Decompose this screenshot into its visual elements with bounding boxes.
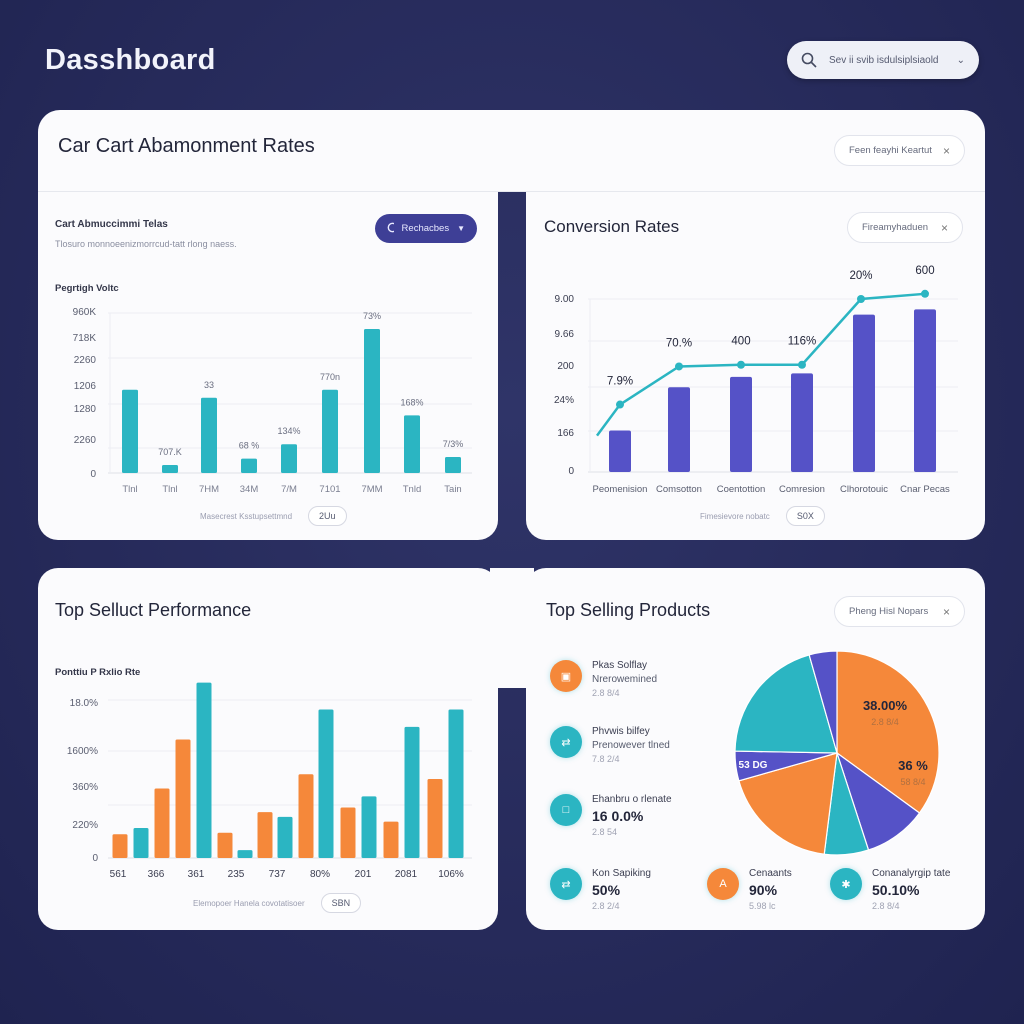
search-dropdown[interactable]: Sev ii svib isdulsiplsiaold ⌄ xyxy=(787,41,979,79)
legend-value: 50% xyxy=(592,882,621,898)
panel-footer: Fimesievore nobatc S0X xyxy=(700,506,825,526)
conversion-panel xyxy=(526,192,985,540)
footer-pill[interactable]: 2Uu xyxy=(308,506,347,526)
letter-a-icon: A xyxy=(707,868,739,900)
asterisk-icon: ✱ xyxy=(830,868,862,900)
box-icon: ▣ xyxy=(550,660,582,692)
chip-label: Pheng Hisl Nopars xyxy=(849,606,929,617)
legend-detail: 5.98 lc xyxy=(749,901,776,911)
close-icon[interactable]: × xyxy=(942,604,950,619)
legend-item: ✱ Conanalyrgip tate 50.10% 2.8 8/4 xyxy=(830,868,950,911)
footer-pill[interactable]: SBN xyxy=(320,893,362,913)
search-icon xyxy=(801,52,817,68)
performance-panel xyxy=(38,568,498,930)
panel-footer: Masecrest Ksstupsettmnd 2Uu xyxy=(200,506,347,526)
section-title: Car Cart Abamonment Rates xyxy=(58,135,315,157)
legend-item: ⇄ Kon Sapiking 50% 2.8 2/4 xyxy=(550,868,651,911)
legend-item: A Cenaants 90% 5.98 lc xyxy=(707,868,792,911)
legend-value: 50.10% xyxy=(872,882,920,898)
legend-name: Ehanbru o rlenate xyxy=(592,794,672,805)
legend-detail: 2.8 8/4 xyxy=(872,901,900,911)
cart-abandonment-header xyxy=(38,110,985,192)
tag-icon: ⇄ xyxy=(550,726,582,758)
button-label: Rechacbes xyxy=(401,223,450,234)
chevron-down-icon: ⌄ xyxy=(956,54,965,66)
filter-chip[interactable]: Fireamyhaduen × xyxy=(847,212,963,243)
legend-value: 90% xyxy=(749,882,778,898)
panel-title: Top Selluct Performance xyxy=(55,600,252,620)
legend-item: □ Ehanbru o rlenate 16 0.0% 2.8 54 xyxy=(550,794,672,837)
panel-footer: Elemopoer Hanela covotatisoer SBN xyxy=(193,893,362,913)
footer-text: Fimesievore nobatc xyxy=(700,511,770,521)
chip-label: Feen feayhi Keartut xyxy=(849,145,932,156)
legend-item: ▣ Pkas Solflay Nrerowemined 2.8 8/4 xyxy=(550,660,657,698)
close-icon[interactable]: × xyxy=(940,220,948,235)
page-title: Dasshboard xyxy=(45,44,216,76)
legend-name: Kon Sapiking xyxy=(592,868,651,879)
footer-text: Masecrest Ksstupsettmnd xyxy=(200,511,293,521)
legend-name: Conanalyrgip tate xyxy=(872,868,951,879)
legend-name: Phvwis bilfey xyxy=(592,726,650,737)
chip-label: Fireamyhaduen xyxy=(862,222,929,233)
legend-detail: 7.8 2/4 xyxy=(592,754,620,764)
panel-title: Conversion Rates xyxy=(544,217,680,236)
legend-detail: 2.8 54 xyxy=(592,827,618,837)
legend-value: Nrerowemined xyxy=(592,674,658,685)
footer-text: Elemopoer Hanela covotatisoer xyxy=(193,898,305,908)
axis-heading: Pegrtigh Voltc xyxy=(55,283,119,294)
legend-name: Cenaants xyxy=(749,868,792,879)
filter-chip[interactable]: Feen feayhi Keartut × xyxy=(834,135,965,166)
panel-subtitle: Tlosuro monnoeenizmorrcud-tatt rlong nae… xyxy=(55,239,237,249)
square-icon: □ xyxy=(550,794,582,826)
axis-heading: Ponttiu P Rxlio Rte xyxy=(55,667,141,678)
legend-detail: 2.8 8/4 xyxy=(592,688,620,698)
search-icon xyxy=(387,222,394,233)
footer-pill[interactable]: S0X xyxy=(785,506,825,526)
legend-name: Pkas Solflay xyxy=(592,660,648,671)
search-button[interactable]: Rechacbes ▼ xyxy=(375,214,477,243)
panel-title: Cart Abmuccimmi Telas xyxy=(55,219,168,230)
search-placeholder: Sev ii svib isdulsiplsiaold xyxy=(829,54,939,66)
panel-title: Top Selling Products xyxy=(546,600,711,620)
legend-value: Prenowever tlned xyxy=(592,740,670,751)
legend-value: 16 0.0% xyxy=(592,808,644,824)
cart-panel xyxy=(38,192,498,540)
caret-down-icon: ▼ xyxy=(457,224,465,233)
legend-detail: 2.8 2/4 xyxy=(592,901,620,911)
close-icon[interactable]: × xyxy=(942,143,950,158)
filter-chip[interactable]: Pheng Hisl Nopars × xyxy=(834,596,965,627)
tag-icon: ⇄ xyxy=(550,868,582,900)
legend-item: ⇄ Phvwis bilfey Prenowever tlned 7.8 2/4 xyxy=(550,726,670,764)
